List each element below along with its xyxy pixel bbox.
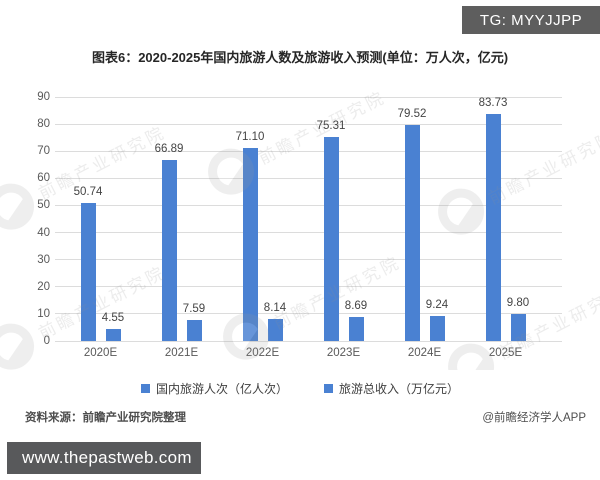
bar-group: 79.52 9.24 [398, 108, 448, 341]
bar-value-label: 9.24 [425, 298, 449, 311]
bar-rect [404, 125, 420, 341]
y-tick-label: 0 [43, 335, 50, 347]
grid-line [55, 150, 562, 152]
tg-badge: TG: MYYJJPP [462, 6, 600, 34]
y-tick-label: 30 [37, 253, 50, 266]
bar-rect [186, 320, 202, 341]
x-axis-label: 2025E [488, 347, 523, 359]
bar-value-label: 79.52 [397, 108, 427, 121]
bar-value-label: 71.10 [235, 131, 265, 144]
x-axis-label: 2020E [83, 347, 118, 359]
grid-line [55, 259, 562, 261]
y-tick-label: 50 [37, 199, 50, 212]
legend-item-trips: 国内旅游人次（亿人次） [140, 380, 288, 397]
bar: 66.89 [155, 143, 183, 341]
bar-value-label: 7.59 [182, 303, 206, 316]
bar: 75.31 [317, 120, 345, 341]
bar-rect [510, 314, 526, 341]
legend: 国内旅游人次（亿人次） 旅游总收入（万亿元） [0, 380, 600, 397]
y-tick-label: 70 [37, 145, 50, 158]
legend-swatch-trips [140, 384, 150, 393]
bar-value-label: 8.69 [344, 300, 368, 313]
bar-rect [242, 148, 258, 341]
grid-line [55, 204, 562, 206]
bar-value-label: 8.14 [263, 301, 287, 314]
bar-group: 71.10 8.14 [236, 131, 286, 341]
bar-value-label: 50.74 [73, 186, 103, 199]
grid-line [55, 313, 562, 315]
bar-group: 83.73 9.80 [479, 97, 529, 341]
bar: 79.52 [398, 108, 426, 341]
credit-note: @前瞻经济学人APP [482, 412, 586, 424]
bar: 8.14 [264, 302, 286, 341]
x-axis-label: 2023E [326, 347, 361, 359]
bar-value-label: 66.89 [154, 142, 184, 155]
bar: 50.74 [74, 186, 102, 341]
chart-title: 图表6：2020-2025年国内旅游人数及旅游收入预测(单位：万人次，亿元) [91, 50, 509, 65]
grid-line [55, 177, 562, 179]
legend-swatch-revenue [324, 384, 333, 393]
bar-value-label: 75.31 [316, 119, 346, 132]
bar-group: 66.89 7.59 [155, 143, 205, 341]
bar-value-label: 9.80 [506, 297, 530, 310]
bar: 9.80 [507, 297, 529, 341]
grid-line [55, 340, 562, 342]
bar-rect [429, 315, 445, 341]
bar: 83.73 [479, 97, 507, 341]
bar-rect [323, 136, 339, 341]
source-note: 资料来源：前瞻产业研究院整理 [25, 412, 186, 424]
grid-line [55, 123, 562, 125]
legend-label-trips: 国内旅游人次（亿人次） [155, 382, 288, 396]
bar: 9.24 [426, 299, 448, 341]
bar-value-label: 83.73 [478, 97, 508, 109]
y-tick-label: 80 [37, 118, 50, 131]
bar-rect [105, 328, 121, 341]
bar: 7.59 [183, 303, 205, 341]
bar-rect [485, 114, 501, 341]
legend-item-revenue: 旅游总收入（万亿元） [324, 380, 459, 397]
bar-rect [80, 203, 96, 341]
bar-rect [348, 317, 364, 341]
x-axis-label: 2024E [407, 347, 442, 359]
grid-line [55, 232, 562, 234]
bar-group: 75.31 8.69 [317, 120, 367, 341]
bar-rect [267, 318, 283, 341]
bar: 4.55 [102, 312, 124, 341]
legend-label-revenue: 旅游总收入（万亿元） [339, 382, 460, 396]
x-axis-label: 2021E [164, 347, 199, 359]
y-tick-label: 20 [37, 280, 50, 293]
y-tick-label: 90 [37, 91, 50, 103]
grid-line [55, 96, 562, 98]
bar-rect [161, 159, 177, 341]
tg-badge-label: TG: MYYJJPP [479, 11, 583, 29]
plot-canvas: 50.74 4.55 2020E 66.89 7.59 2021E 71.10 8.14 202… [55, 96, 562, 359]
bar: 8.69 [345, 300, 367, 341]
bar-group: 50.74 4.55 [74, 186, 124, 341]
y-tick-label: 40 [37, 226, 50, 239]
y-tick-label: 10 [37, 307, 50, 320]
y-tick-label: 60 [37, 172, 50, 185]
x-axis-label: 2022E [245, 347, 280, 359]
grid-line [55, 286, 562, 288]
bar: 71.10 [236, 131, 264, 341]
bar-value-label: 4.55 [101, 311, 125, 324]
site-banner: www.thepastweb.com [7, 442, 201, 474]
